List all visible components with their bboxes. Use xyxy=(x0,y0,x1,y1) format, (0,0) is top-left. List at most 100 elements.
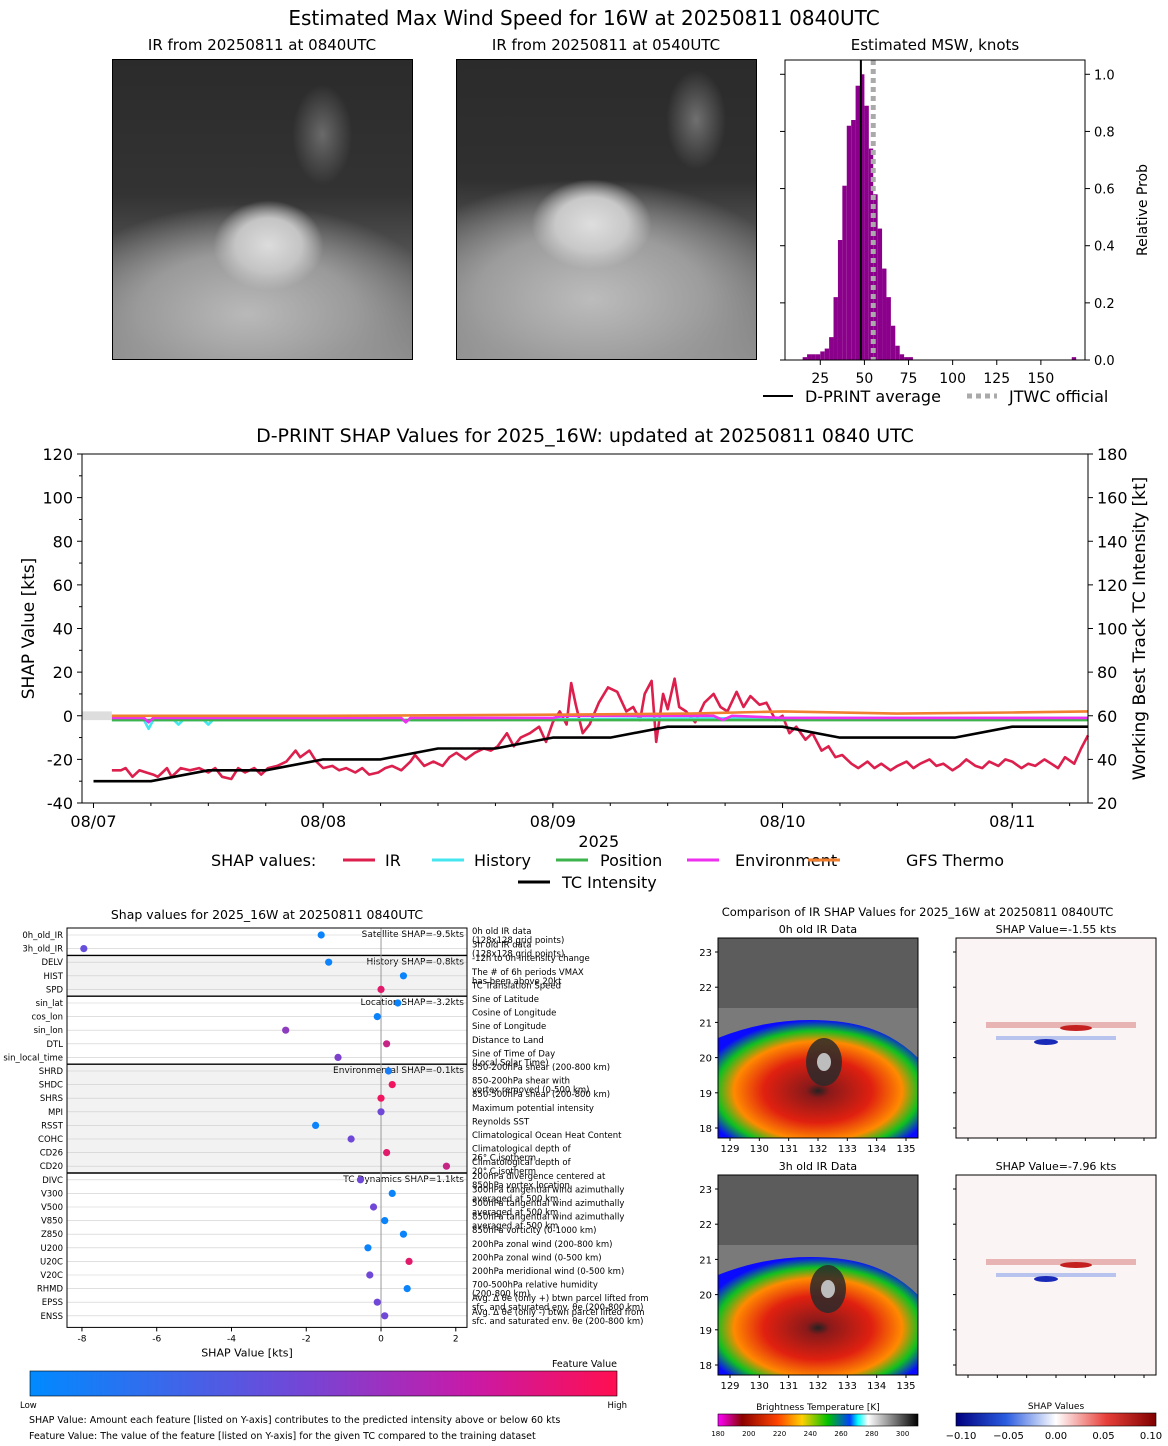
bt-colorbar-tick: 280 xyxy=(865,1430,878,1438)
shap-colorbar-tick: −0.10 xyxy=(946,1431,977,1442)
bee-point xyxy=(399,972,408,980)
bee-feature-desc: Sine of Time of Day xyxy=(472,1049,555,1059)
ir-now-image xyxy=(112,59,413,360)
ir0-title: 0h old IR Data xyxy=(779,923,857,936)
bee-feature-name: SPD xyxy=(46,985,64,995)
shap3-blue-band xyxy=(996,1273,1116,1277)
bee-point xyxy=(282,1026,290,1034)
bee-feature-desc: Maximum potential intensity xyxy=(472,1104,594,1114)
bee-feature-name: sin_lat xyxy=(36,999,64,1009)
bee-point xyxy=(356,1176,365,1184)
bee-feature-desc: 700-500hPa relative humidity xyxy=(472,1281,598,1291)
msw-bar xyxy=(837,240,843,360)
msw-bar xyxy=(908,357,913,360)
bee-feature-desc-2: 850hPa vortex location xyxy=(472,1181,570,1191)
ts-ytick-label: 100 xyxy=(42,489,73,508)
bee-feature-desc: Avg. Δ θe (only -) btwn parcel lifted fr… xyxy=(472,1308,645,1318)
bee-colorbar-low: Low xyxy=(20,1401,37,1411)
ir0-upper-cloud xyxy=(718,938,918,1008)
ir3-ytick-label: 22 xyxy=(699,1220,712,1231)
ts-ytick-right-label: 60 xyxy=(1097,707,1117,726)
bee-point xyxy=(388,1081,396,1089)
ir0-xtick-label: 134 xyxy=(867,1144,886,1155)
ts-series-environment xyxy=(111,714,1088,724)
bee-feature-desc: Sine of Latitude xyxy=(472,995,539,1005)
ts-ytick-right-label: 40 xyxy=(1097,750,1117,769)
bee-feature-desc: Climatological depth of xyxy=(472,1145,572,1155)
bee-xtick-label: -6 xyxy=(152,1334,161,1344)
bee-xtick-label: -8 xyxy=(77,1334,86,1344)
bee-feature-desc-2: vortex removed (0-500 km) xyxy=(472,1086,589,1096)
ir3-storm-field xyxy=(718,1257,918,1375)
bee-point xyxy=(373,1298,381,1306)
bee-feature-desc-2: (200-800 km) xyxy=(472,1290,530,1300)
bee-feature-desc: 0h old IR data xyxy=(472,927,531,937)
bee-feature-name: 0h_old_IR xyxy=(22,931,63,941)
ts-ytick-label: -20 xyxy=(47,750,73,769)
bee-point xyxy=(403,1285,411,1293)
bt-colorbar-label: Brightness Temperature [K] xyxy=(756,1403,880,1413)
bt-colorbar-tick: 220 xyxy=(773,1430,786,1438)
ts-ytick-right-label: 180 xyxy=(1097,445,1128,464)
msw-bar xyxy=(904,357,909,360)
msw-ytick-label: 0.6 xyxy=(1094,183,1115,198)
msw-histogram: Estimated MSW, knots 25 50 75 100 125 150 0.0 0.… xyxy=(763,36,1151,406)
bee-feature-desc: 300hPa tangential wind azimuthally xyxy=(472,1185,624,1195)
bee-point xyxy=(377,985,385,993)
ts-legend-label-history: History xyxy=(474,851,531,870)
shap0-blue-band xyxy=(996,1036,1116,1040)
msw-ylabel: Relative Prob xyxy=(1135,164,1151,256)
ts-ytick-label: 20 xyxy=(53,663,73,682)
ir3-eye-center xyxy=(821,1280,835,1298)
ts-ytick-label: 40 xyxy=(53,620,73,639)
shap-colorbar-tick: 0.05 xyxy=(1092,1431,1114,1442)
bee-feature-desc: Sine of Longitude xyxy=(472,1022,546,1032)
bee-feature-name: V20C xyxy=(40,1271,63,1281)
ir0-xtick-label: 133 xyxy=(838,1144,857,1155)
bee-group-band xyxy=(67,1064,467,1173)
msw-axes-frame xyxy=(784,59,1086,361)
ts-ytick-right-label: 100 xyxy=(1097,620,1128,639)
ts-ylabel: SHAP Value [kts] xyxy=(19,558,39,700)
bee-point xyxy=(381,1217,389,1225)
bee-feature-desc: 500hPa tangential wind azimuthally xyxy=(472,1199,624,1209)
msw-bar xyxy=(882,268,887,360)
shap-timeseries-chart: D-PRINT SHAP Values for 2025_16W: update… xyxy=(19,425,1150,892)
shap0-hotspot-red xyxy=(1060,1025,1092,1031)
bt-colorbar-tick: 240 xyxy=(804,1430,817,1438)
ts-legend-label-gfs: GFS Thermo xyxy=(906,851,1004,870)
shap-colorbar-tick: 0.00 xyxy=(1045,1431,1067,1442)
bee-feature-name: RHMD xyxy=(37,1285,64,1295)
ir0-ytick-label: 22 xyxy=(699,983,712,994)
msw-bar xyxy=(824,348,830,360)
legend-dprint-label: D-PRINT average xyxy=(805,387,941,406)
bee-feature-name: COHC xyxy=(38,1135,63,1145)
bee-feature-name: 3h_old_IR xyxy=(22,945,63,955)
msw-bar xyxy=(829,337,834,360)
bee-point xyxy=(377,1108,385,1116)
bee-feature-desc-2: averaged at 500 km xyxy=(472,1208,558,1218)
bee-xlabel: SHAP Value [kts] xyxy=(201,1346,293,1359)
bee-feature-name: DELV xyxy=(41,958,63,968)
bt-colorbar-tick: 300 xyxy=(896,1430,909,1438)
bee-point xyxy=(364,1244,372,1252)
ir3-ytick-label: 23 xyxy=(699,1185,712,1196)
bee-point xyxy=(325,958,333,966)
bee-point xyxy=(394,999,402,1007)
ts-legend-label-tc: TC Intensity xyxy=(561,873,657,892)
ir3-upper-cloud xyxy=(718,1175,918,1245)
msw-bar xyxy=(820,351,825,360)
ts-legend-label-ir: IR xyxy=(385,851,401,870)
bee-point xyxy=(399,1230,408,1238)
ir3-xtick-label: 129 xyxy=(720,1381,739,1392)
ir0-xtick-label: 130 xyxy=(750,1144,769,1155)
bee-feature-desc: The # of 6h periods VMAX xyxy=(471,968,584,978)
ir0-ytick-label: 18 xyxy=(699,1124,712,1135)
ir3-ytick-label: 21 xyxy=(699,1255,712,1266)
ts-legend-title: SHAP values: xyxy=(211,851,316,870)
msw-xtick-label: 100 xyxy=(939,371,966,387)
ir0-ytick-label: 19 xyxy=(699,1089,712,1100)
bee-feature-desc: Avg. Δ θe (only +) btwn parcel lifted fr… xyxy=(472,1294,649,1304)
bee-title: Shap values for 2025_16W at 20250811 084… xyxy=(111,907,424,922)
comparison-title: Comparison of IR SHAP Values for 2025_16… xyxy=(721,905,1114,919)
